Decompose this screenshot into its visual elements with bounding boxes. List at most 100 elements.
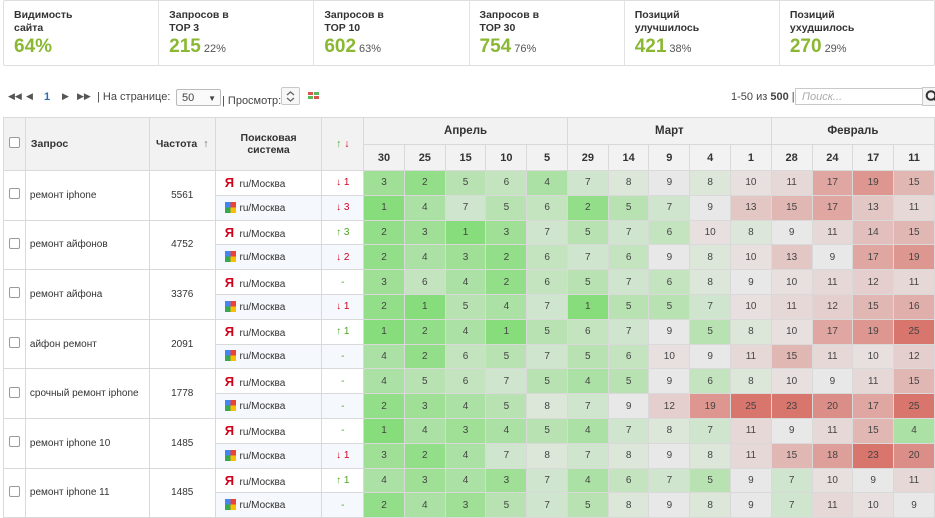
position-cell[interactable]: 19: [689, 393, 732, 419]
position-cell[interactable]: 8: [730, 219, 772, 246]
row-checkbox[interactable]: [8, 287, 20, 299]
position-cell[interactable]: 5: [403, 368, 446, 395]
row-checkbox[interactable]: [8, 436, 20, 448]
position-cell[interactable]: 7: [607, 417, 650, 444]
date-header[interactable]: 25: [403, 144, 446, 171]
position-cell[interactable]: 7: [526, 492, 568, 518]
position-cell[interactable]: 19: [893, 244, 935, 271]
position-cell[interactable]: 7: [526, 293, 568, 320]
position-cell[interactable]: 7: [689, 293, 732, 320]
position-cell[interactable]: 6: [526, 269, 568, 295]
position-cell[interactable]: 7: [770, 492, 813, 518]
position-cell[interactable]: 18: [811, 442, 854, 469]
position-cell[interactable]: 10: [852, 492, 895, 518]
position-cell[interactable]: 4: [403, 492, 446, 518]
position-cell[interactable]: 5: [607, 194, 650, 221]
position-cell[interactable]: 4: [403, 194, 446, 221]
position-cell[interactable]: 2: [566, 194, 609, 221]
position-cell[interactable]: 11: [811, 343, 854, 370]
position-cell[interactable]: 2: [485, 244, 528, 271]
position-cell[interactable]: 9: [811, 244, 854, 271]
date-header[interactable]: 17: [852, 144, 895, 171]
position-cell[interactable]: 3: [363, 170, 405, 196]
position-cell[interactable]: 8: [730, 368, 772, 395]
position-cell[interactable]: 1: [363, 194, 405, 221]
query-cell[interactable]: срочный ремонт iphone: [24, 368, 150, 419]
position-cell[interactable]: 10: [852, 343, 895, 370]
position-cell[interactable]: 9: [689, 343, 732, 370]
query-cell[interactable]: ремонт iphone: [24, 170, 150, 221]
position-cell[interactable]: 8: [526, 442, 568, 469]
position-cell[interactable]: 6: [648, 269, 691, 295]
position-cell[interactable]: 19: [852, 318, 895, 345]
position-cell[interactable]: 9: [730, 492, 772, 518]
position-cell[interactable]: 7: [607, 269, 650, 295]
date-header[interactable]: 30: [363, 144, 405, 171]
position-cell[interactable]: 17: [811, 170, 854, 196]
header-query[interactable]: Запрос: [24, 117, 150, 171]
position-cell[interactable]: 4: [566, 368, 609, 395]
position-cell[interactable]: 3: [403, 467, 446, 494]
position-cell[interactable]: 8: [607, 170, 650, 196]
position-cell[interactable]: 6: [403, 269, 446, 295]
select-all-checkbox[interactable]: [8, 137, 20, 148]
position-cell[interactable]: 17: [811, 318, 854, 345]
position-cell[interactable]: 9: [730, 467, 772, 494]
date-header[interactable]: 29: [566, 144, 609, 171]
position-cell[interactable]: 10: [770, 269, 813, 295]
position-cell[interactable]: 11: [811, 219, 854, 246]
position-cell[interactable]: 8: [689, 269, 732, 295]
position-cell[interactable]: 10: [689, 219, 732, 246]
position-cell[interactable]: 11: [893, 467, 935, 494]
position-cell[interactable]: 10: [811, 467, 854, 494]
position-cell[interactable]: 2: [363, 293, 405, 320]
position-cell[interactable]: 15: [852, 417, 895, 444]
position-cell[interactable]: 5: [526, 368, 568, 395]
position-cell[interactable]: 6: [607, 467, 650, 494]
position-cell[interactable]: 11: [893, 269, 935, 295]
header-search-system[interactable]: Поисковая система: [214, 117, 323, 171]
position-cell[interactable]: 7: [607, 318, 650, 345]
position-cell[interactable]: 5: [607, 293, 650, 320]
position-cell[interactable]: 4: [403, 417, 446, 444]
position-cell[interactable]: 6: [607, 244, 650, 271]
last-page-button[interactable]: ▶▶: [77, 91, 91, 101]
position-cell[interactable]: 1: [363, 318, 405, 345]
position-cell[interactable]: 15: [852, 293, 895, 320]
position-cell[interactable]: 15: [893, 170, 935, 196]
position-cell[interactable]: 5: [607, 368, 650, 395]
position-cell[interactable]: 6: [526, 244, 568, 271]
position-cell[interactable]: 6: [526, 194, 568, 221]
position-cell[interactable]: 25: [893, 318, 935, 345]
position-cell[interactable]: 11: [811, 417, 854, 444]
position-cell[interactable]: 16: [893, 293, 935, 320]
position-cell[interactable]: 5: [566, 343, 609, 370]
position-cell[interactable]: 13: [730, 194, 772, 221]
position-cell[interactable]: 14: [852, 219, 895, 246]
position-cell[interactable]: 7: [648, 467, 691, 494]
position-cell[interactable]: 13: [852, 194, 895, 221]
position-cell[interactable]: 11: [770, 293, 813, 320]
position-cell[interactable]: 1: [444, 219, 487, 246]
row-checkbox[interactable]: [8, 337, 20, 349]
position-cell[interactable]: 13: [770, 244, 813, 271]
position-cell[interactable]: 9: [730, 269, 772, 295]
position-cell[interactable]: 23: [770, 393, 813, 419]
position-cell[interactable]: 2: [363, 219, 405, 246]
date-header[interactable]: 15: [444, 144, 487, 171]
position-cell[interactable]: 12: [852, 269, 895, 295]
position-cell[interactable]: 7: [689, 417, 732, 444]
position-cell[interactable]: 4: [403, 244, 446, 271]
position-cell[interactable]: 2: [403, 442, 446, 469]
position-cell[interactable]: 4: [363, 467, 405, 494]
search-button[interactable]: [922, 87, 935, 106]
position-cell[interactable]: 10: [730, 244, 772, 271]
position-cell[interactable]: 17: [852, 244, 895, 271]
position-cell[interactable]: 8: [689, 442, 732, 469]
position-cell[interactable]: 2: [403, 318, 446, 345]
position-cell[interactable]: 7: [607, 219, 650, 246]
position-cell[interactable]: 10: [770, 368, 813, 395]
position-cell[interactable]: 6: [566, 318, 609, 345]
position-cell[interactable]: 7: [566, 393, 609, 419]
position-cell[interactable]: 19: [852, 170, 895, 196]
